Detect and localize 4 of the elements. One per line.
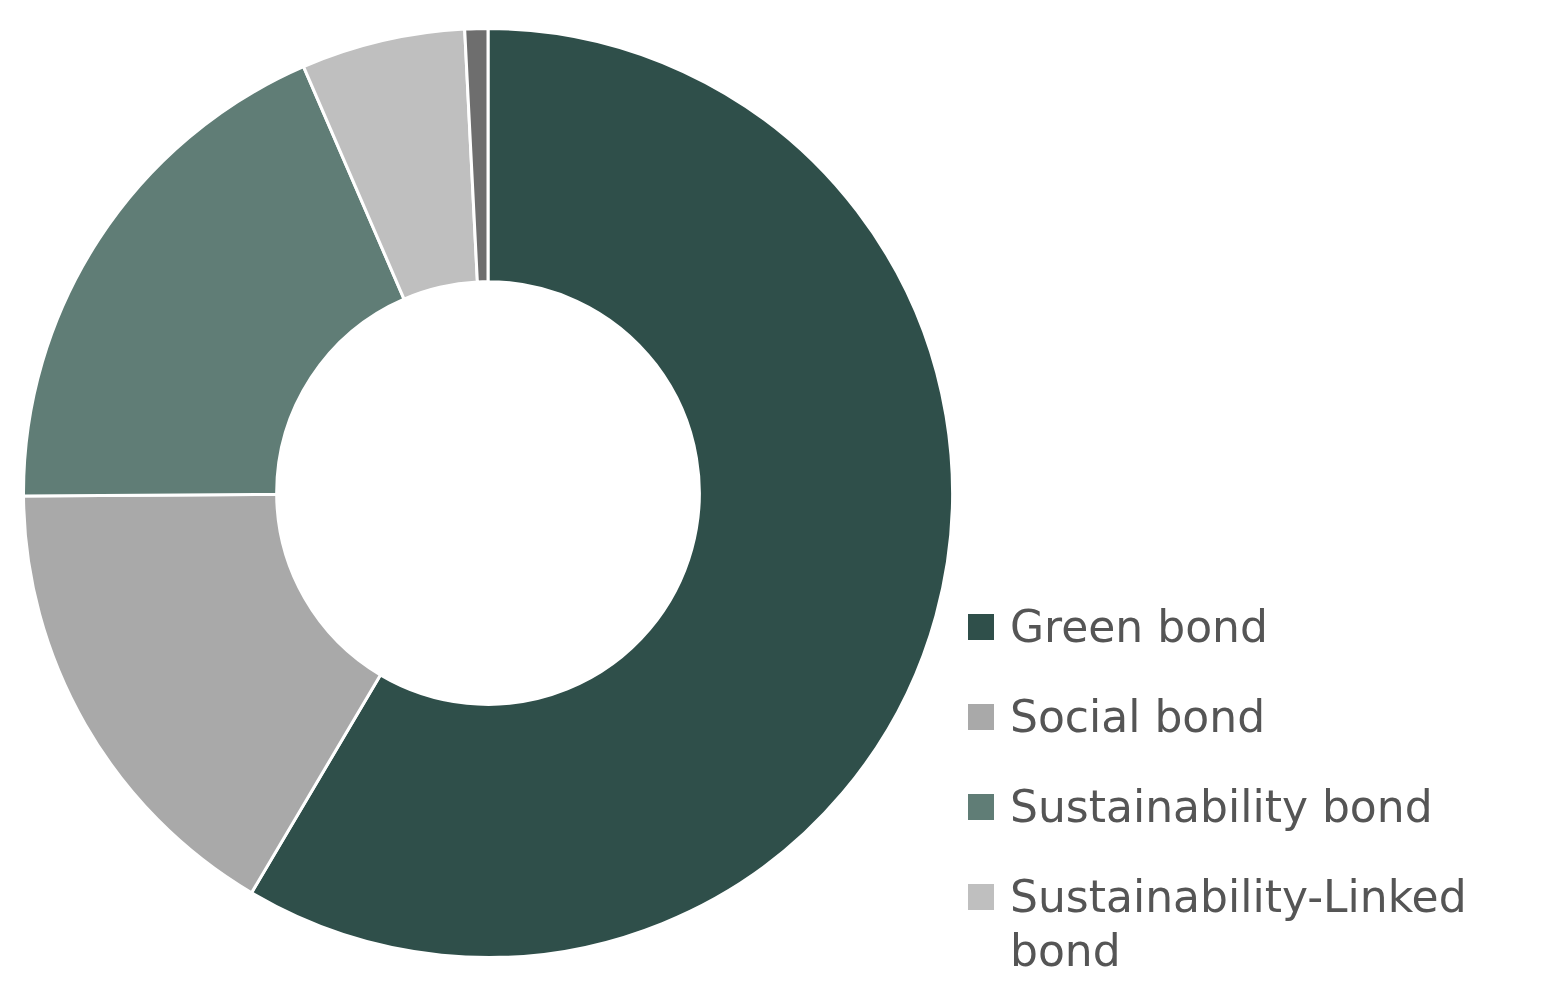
legend-label: Green bond — [1010, 600, 1268, 654]
legend-label: Sustainability-Linked bond — [1010, 870, 1468, 978]
legend-label: Sustainability bond — [1010, 780, 1433, 834]
legend-label: Social bond — [1010, 690, 1266, 744]
